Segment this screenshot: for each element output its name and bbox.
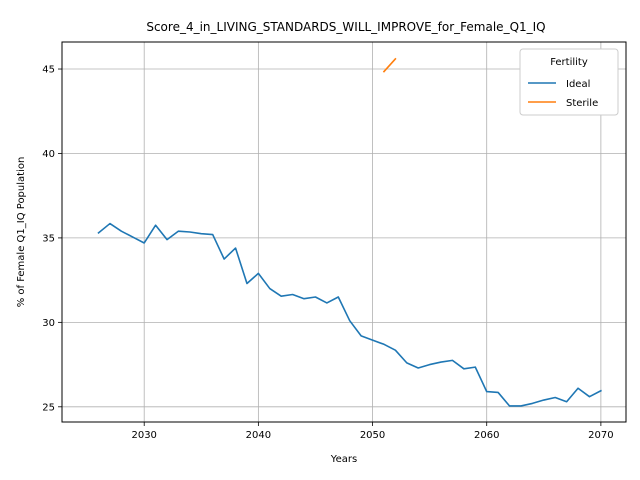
y-tick-label: 40	[42, 149, 55, 160]
plot-area-frame	[61, 41, 627, 423]
chart-title: Score_4_in_LIVING_STANDARDS_WILL_IMPROVE…	[146, 20, 545, 34]
y-tick-label: 25	[42, 402, 55, 413]
legend-label-sterile: Sterile	[566, 98, 598, 109]
x-tick-label: 2060	[474, 430, 499, 441]
series-line-ideal	[97, 222, 602, 407]
x-tick-label: 2040	[246, 430, 271, 441]
y-tick-label: 30	[42, 318, 55, 329]
x-axis-label: Years	[330, 454, 357, 465]
legend: Fertility Ideal Sterile	[519, 48, 619, 116]
y-axis-label: % of Female Q1_IQ Population	[16, 157, 27, 308]
legend-title: Fertility	[550, 57, 588, 68]
x-tick-label: 2030	[131, 430, 156, 441]
y-tick-label: 45	[42, 65, 55, 76]
series-layer	[97, 57, 602, 407]
y-tick-label: 35	[42, 233, 55, 244]
legend-label-ideal: Ideal	[566, 79, 590, 90]
tick-layer: 2030 2040 2050 2060 2070 25 30 35 40 45	[42, 65, 613, 441]
x-tick-label: 2070	[588, 430, 613, 441]
series-line-sterile	[382, 57, 397, 73]
x-tick-label: 2050	[360, 430, 385, 441]
legend-box	[519, 48, 619, 116]
